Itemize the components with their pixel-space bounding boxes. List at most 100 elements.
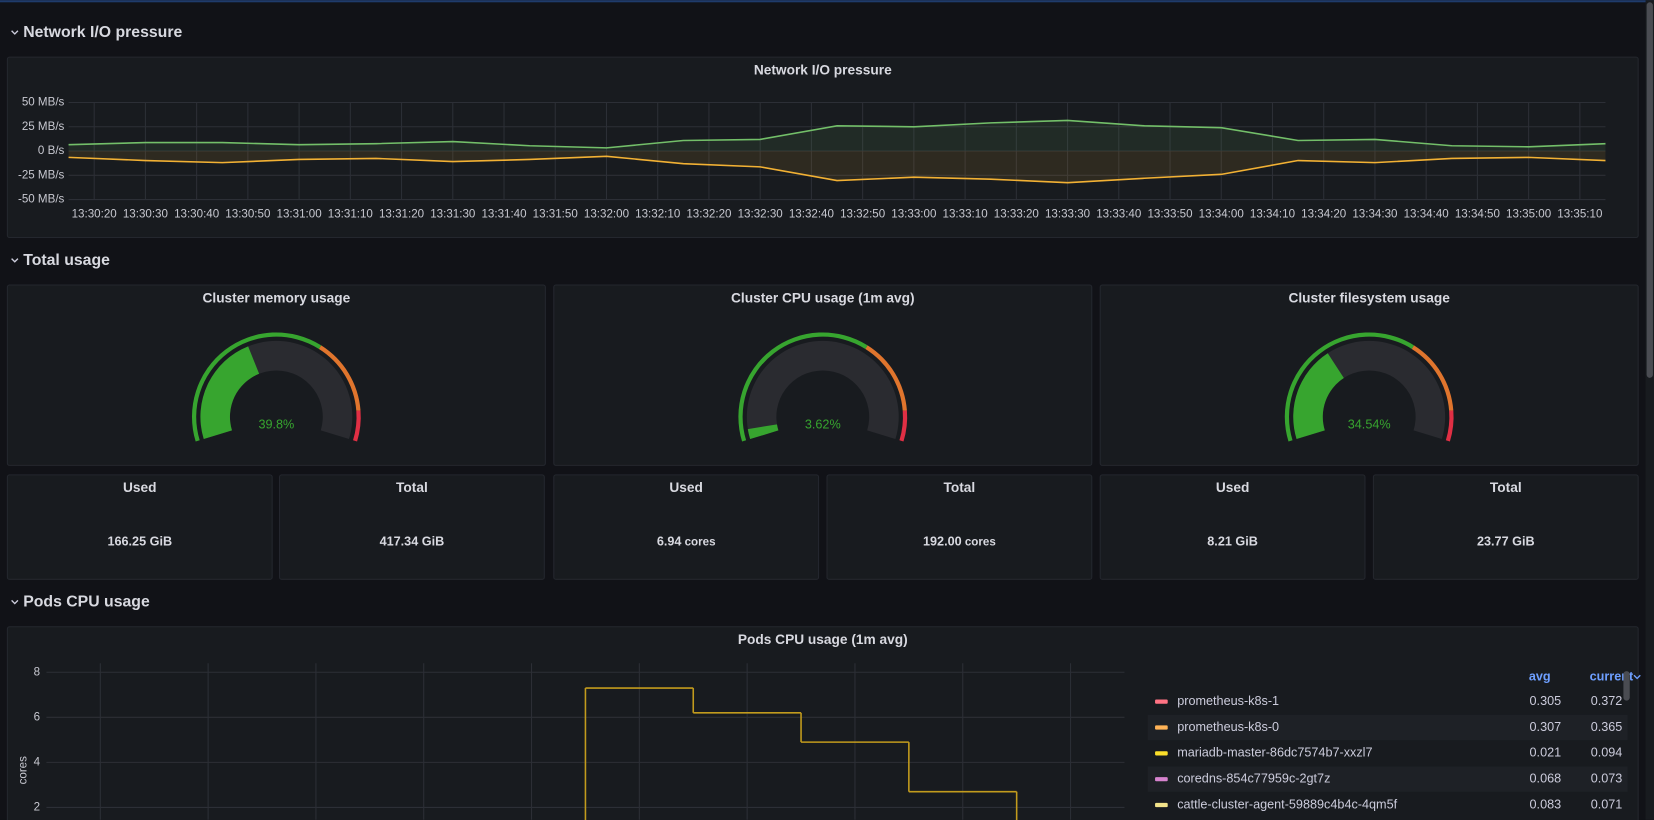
y-tick-label: 8 <box>34 665 40 678</box>
x-tick-label: 13:31:40 <box>481 207 526 220</box>
y-tick-label: 50 MB/s <box>22 96 65 109</box>
stat-title: Used <box>1216 480 1250 495</box>
gauge-label: 3.62% <box>805 418 841 432</box>
x-tick-label: 13:34:00 <box>1199 207 1244 220</box>
stat-number: 6.94 <box>657 535 682 549</box>
stat-value: 192.00 cores <box>923 535 996 549</box>
panel-title: Cluster memory usage <box>202 290 350 305</box>
panel <box>553 474 820 580</box>
x-tick-label: 13:30:30 <box>123 207 168 220</box>
x-tick-label: 13:33:40 <box>1096 207 1141 220</box>
x-tick-label: 13:35:00 <box>1506 207 1551 220</box>
section-title[interactable]: Pods CPU usage <box>23 594 150 611</box>
legend-header[interactable]: current <box>1590 670 1634 684</box>
legend-name[interactable]: coredns-854c77959c-2gt7z <box>1177 772 1330 786</box>
x-tick-label: 13:32:50 <box>840 207 885 220</box>
legend-current: 0.073 <box>1591 772 1623 786</box>
panel <box>1372 474 1639 580</box>
x-tick-label: 13:31:00 <box>277 207 322 220</box>
legend-swatch <box>1155 777 1168 782</box>
x-tick-label: 13:32:30 <box>738 207 783 220</box>
y-tick-label: 25 MB/s <box>22 120 65 133</box>
section-title[interactable]: Total usage <box>23 252 110 269</box>
x-tick-label: 13:34:50 <box>1455 207 1500 220</box>
series-line <box>68 119 1606 149</box>
panel <box>6 284 546 466</box>
x-tick-label: 13:31:50 <box>533 207 578 220</box>
panel <box>1099 284 1639 466</box>
x-tick-label: 13:30:50 <box>225 207 270 220</box>
x-tick-label: 13:33:30 <box>1045 207 1090 220</box>
section-title[interactable]: Network I/O pressure <box>23 24 182 41</box>
stat-value: 6.94 cores <box>657 535 716 549</box>
x-tick-label: 13:33:10 <box>943 207 988 220</box>
stat-title: Total <box>944 480 976 495</box>
legend-name[interactable]: prometheus-k8s-1 <box>1177 694 1279 708</box>
legend-avg: 0.021 <box>1530 746 1562 760</box>
legend-swatch <box>1155 751 1168 756</box>
threshold-arc <box>318 345 361 411</box>
legend-row-bg <box>1147 714 1628 741</box>
legend-name[interactable]: prometheus-k8s-0 <box>1177 720 1279 734</box>
scrollbar-thumb[interactable] <box>1646 2 1653 378</box>
panel <box>826 474 1093 580</box>
threshold-arc <box>1411 345 1454 411</box>
panel <box>553 284 1093 466</box>
x-tick-label: 13:34:30 <box>1352 207 1397 220</box>
y-tick-label: 0 B/s <box>38 144 65 157</box>
threshold-arc <box>1445 410 1454 442</box>
panel <box>279 474 545 580</box>
panel <box>1099 474 1366 580</box>
x-tick-label: 13:35:10 <box>1557 207 1602 220</box>
x-tick-label: 13:31:30 <box>430 207 475 220</box>
threshold-arc <box>899 410 908 442</box>
legend-avg: 0.307 <box>1530 720 1562 734</box>
y-tick-label: 2 <box>34 801 40 814</box>
scrollbar-track <box>1645 0 1654 820</box>
gauge-value <box>747 424 779 440</box>
legend-row-bg <box>1147 766 1628 792</box>
gauge-value <box>200 346 260 440</box>
x-tick-label: 13:32:20 <box>686 207 731 220</box>
x-tick-label: 13:32:10 <box>635 207 680 220</box>
panel-title: Pods CPU usage (1m avg) <box>738 632 908 647</box>
threshold-arc <box>865 345 907 411</box>
legend-name[interactable]: cattle-cluster-agent-59889c4b4c-4qm5f <box>1177 797 1397 811</box>
x-tick-label: 13:34:20 <box>1301 207 1346 220</box>
stat-value: 23.77 GiB <box>1477 535 1535 549</box>
x-tick-label: 13:31:20 <box>379 207 424 220</box>
x-tick-label: 13:32:00 <box>584 207 629 220</box>
stat-unit: cores <box>965 535 996 548</box>
gauge-track <box>746 340 899 440</box>
stat-number: 8.21 GiB <box>1207 535 1258 549</box>
gauge-label: 39.8% <box>258 418 294 432</box>
panel-title: Cluster CPU usage (1m avg) <box>731 290 915 305</box>
collapse-chevron[interactable] <box>11 30 19 35</box>
stat-title: Total <box>396 480 428 495</box>
legend-current: 0.094 <box>1591 746 1623 760</box>
legend-scrollbar[interactable] <box>1623 671 1630 701</box>
collapse-chevron[interactable] <box>11 599 19 605</box>
series-line <box>68 155 1606 184</box>
x-tick-label: 13:33:20 <box>994 207 1039 220</box>
x-tick-label: 13:34:10 <box>1250 207 1295 220</box>
stat-number: 417.34 GiB <box>380 535 445 549</box>
threshold-arc <box>353 410 361 442</box>
legend-swatch <box>1155 802 1168 808</box>
x-tick-label: 13:30:40 <box>174 207 219 220</box>
y-tick-label: 4 <box>34 755 41 768</box>
x-tick-label: 13:33:00 <box>891 207 936 220</box>
panel-title: Network I/O pressure <box>754 62 892 77</box>
legend-header[interactable]: avg <box>1529 670 1551 684</box>
legend-current: 0.071 <box>1591 797 1623 811</box>
legend-current: 0.365 <box>1591 720 1623 734</box>
y-tick-label: -50 MB/s <box>18 193 65 206</box>
stat-title: Used <box>669 480 703 495</box>
y-tick-label: -25 MB/s <box>18 168 65 181</box>
stat-unit: cores <box>685 535 716 548</box>
sort-chevron <box>1633 674 1641 680</box>
legend-name[interactable]: mariadb-master-86dc7574b7-xxzl7 <box>1177 746 1372 760</box>
legend-swatch <box>1155 725 1168 730</box>
series-area <box>68 151 1606 183</box>
collapse-chevron[interactable] <box>11 258 19 263</box>
